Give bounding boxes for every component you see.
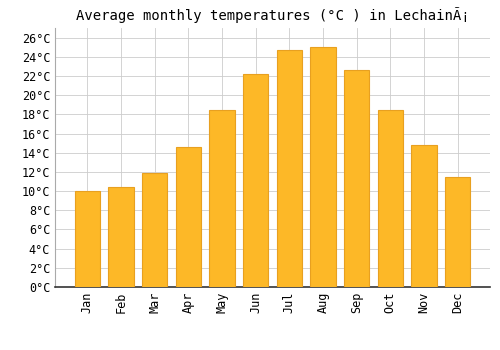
Bar: [210, 110, 234, 287]
Bar: [412, 145, 436, 287]
Bar: [108, 187, 134, 287]
Bar: [243, 74, 268, 287]
Bar: [378, 110, 403, 287]
Bar: [445, 177, 470, 287]
Title: Average monthly temperatures (°C ) in LechainÃ¡: Average monthly temperatures (°C ) in Le…: [76, 7, 469, 23]
Bar: [142, 173, 168, 287]
Bar: [75, 191, 100, 287]
Bar: [310, 47, 336, 287]
Bar: [176, 147, 201, 287]
Bar: [276, 50, 302, 287]
Bar: [344, 70, 370, 287]
